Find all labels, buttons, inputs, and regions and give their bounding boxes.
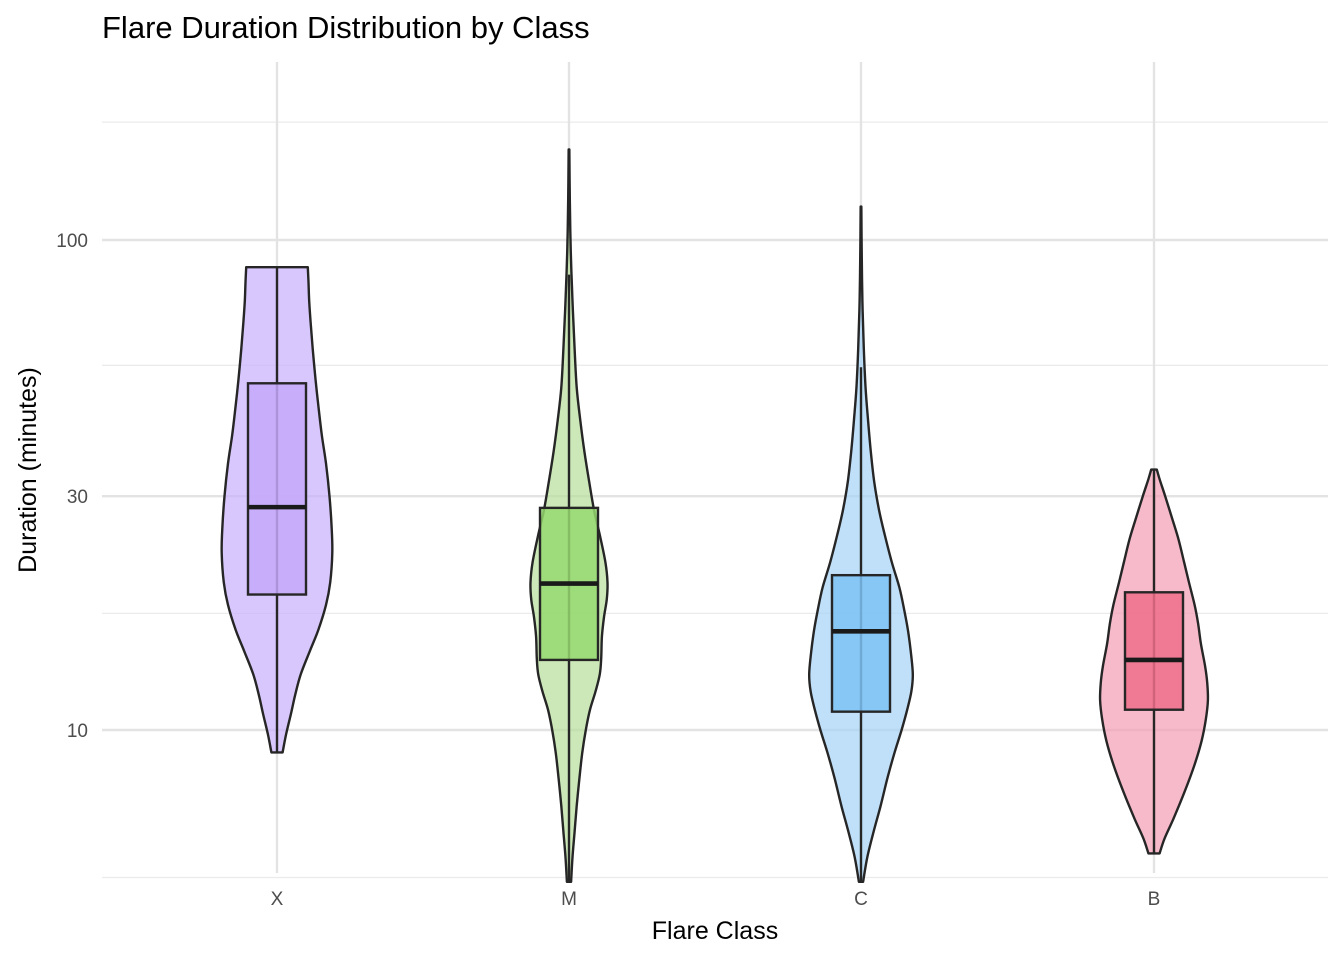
- x-tick-label: X: [271, 889, 284, 910]
- chart-title: Flare Duration Distribution by Class: [102, 10, 590, 45]
- y-tick-label: 30: [67, 487, 88, 508]
- x-tick-label: M: [561, 889, 577, 910]
- x-tick-label: C: [854, 889, 868, 910]
- box-X: [246, 382, 308, 596]
- violins: [220, 148, 1210, 884]
- axes: 10 30 100 X M C B: [56, 231, 1160, 910]
- box-B: [1123, 591, 1185, 711]
- x-axis-title: Flare Class: [652, 917, 778, 945]
- y-axis-title: Duration (minutes): [14, 367, 42, 573]
- y-tick-label: 100: [56, 231, 88, 252]
- x-tick-label: B: [1148, 889, 1161, 910]
- y-tick-label: 10: [67, 721, 88, 742]
- box-C: [830, 573, 892, 713]
- boxplots: [246, 267, 1185, 882]
